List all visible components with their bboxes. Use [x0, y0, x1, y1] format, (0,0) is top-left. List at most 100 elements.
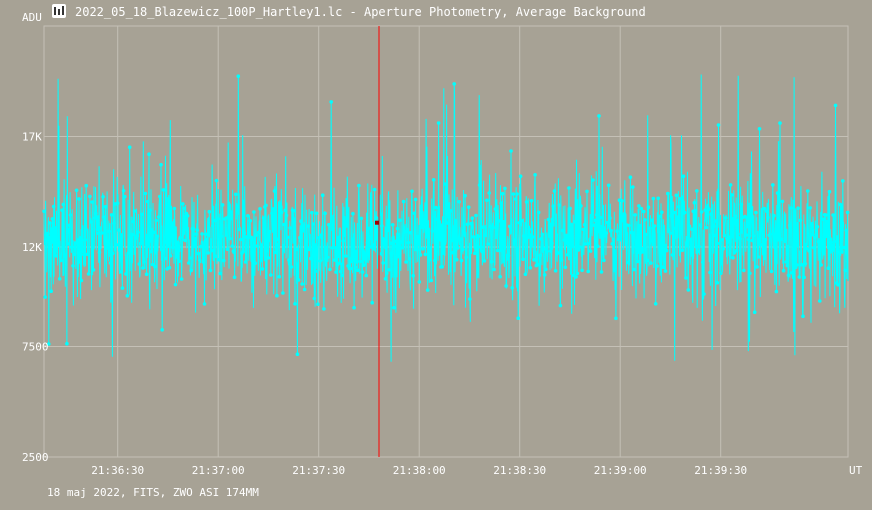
data-point: [161, 188, 166, 192]
data-point: [518, 174, 523, 178]
data-point: [392, 305, 396, 310]
data-point: [832, 239, 837, 244]
data-point: [511, 192, 516, 196]
series-aperture-photometry: [42, 74, 850, 362]
lightcurve-app-icon[interactable]: [52, 4, 66, 18]
data-point: [573, 219, 577, 224]
data-point: [370, 300, 375, 305]
data-point: [721, 246, 726, 251]
data-point: [343, 254, 348, 258]
data-point: [682, 210, 687, 215]
data-point: [95, 227, 99, 232]
data-point: [814, 228, 818, 232]
data-point: [819, 263, 823, 267]
time-cursor[interactable]: [375, 26, 380, 457]
data-point: [611, 237, 616, 242]
data-point: [672, 226, 676, 231]
data-point: [471, 235, 476, 239]
data-point: [97, 250, 102, 255]
data-point: [843, 268, 847, 273]
data-point: [189, 268, 193, 273]
data-point: [728, 183, 733, 187]
data-point: [663, 269, 668, 273]
data-point: [647, 226, 652, 230]
data-point: [253, 261, 257, 266]
data-point: [675, 215, 680, 219]
title-bar: 2022_05_18_Blazewicz_100P_Hartley1.lc - …: [0, 0, 872, 24]
data-point: [454, 257, 459, 262]
data-point: [591, 178, 595, 182]
data-point: [485, 198, 489, 203]
cursor-marker[interactable]: [375, 220, 379, 225]
data-point: [386, 228, 390, 233]
data-point: [742, 268, 746, 273]
data-point: [590, 215, 594, 220]
data-point: [679, 231, 683, 236]
data-point: [411, 273, 416, 278]
data-point: [119, 270, 123, 274]
data-point: [206, 251, 210, 255]
data-point: [616, 237, 621, 242]
data-point: [772, 213, 776, 218]
data-point: [425, 288, 430, 292]
data-point: [345, 224, 349, 228]
data-point: [444, 182, 448, 186]
data-point: [284, 213, 289, 218]
data-point: [798, 218, 803, 223]
data-point: [638, 223, 642, 228]
data-point: [352, 305, 356, 310]
data-point: [596, 244, 600, 248]
data-point: [791, 260, 796, 264]
data-point: [158, 194, 162, 199]
data-point: [195, 228, 199, 232]
data-point: [434, 205, 438, 210]
data-point: [713, 233, 717, 238]
data-point: [528, 266, 533, 270]
data-point: [809, 222, 814, 226]
data-point: [751, 234, 756, 238]
data-point: [833, 103, 838, 108]
data-point: [632, 267, 636, 272]
data-point: [208, 268, 213, 273]
data-point: [541, 247, 546, 251]
data-point: [56, 243, 61, 247]
data-point: [218, 271, 222, 276]
data-point: [544, 267, 548, 272]
data-point: [681, 174, 686, 178]
data-point: [127, 145, 132, 149]
data-point: [807, 249, 811, 253]
y-tick-label: 17K: [22, 131, 42, 144]
data-point: [559, 258, 564, 262]
data-point: [153, 264, 157, 269]
data-point: [121, 189, 126, 193]
data-point: [159, 162, 163, 167]
data-point: [736, 232, 740, 236]
data-point: [462, 229, 466, 234]
data-point: [170, 224, 174, 228]
data-point: [415, 247, 419, 252]
data-point: [366, 226, 371, 231]
data-point: [732, 251, 736, 255]
data-point: [70, 245, 74, 249]
data-point: [264, 203, 268, 208]
data-point: [80, 249, 85, 254]
data-point: [213, 254, 218, 258]
data-point: [796, 206, 800, 210]
data-point: [259, 258, 264, 263]
data-point: [820, 246, 825, 250]
data-point: [701, 260, 705, 265]
data-point: [219, 234, 224, 239]
data-point: [100, 231, 104, 235]
data-point: [836, 283, 840, 287]
data-point: [398, 218, 402, 222]
data-point: [447, 226, 452, 230]
data-point: [474, 213, 478, 218]
data-point: [633, 213, 637, 217]
data-point: [773, 233, 777, 237]
data-point: [628, 175, 633, 179]
data-point: [296, 278, 301, 282]
data-point: [469, 221, 473, 226]
data-point: [250, 237, 255, 242]
data-point: [293, 302, 297, 306]
